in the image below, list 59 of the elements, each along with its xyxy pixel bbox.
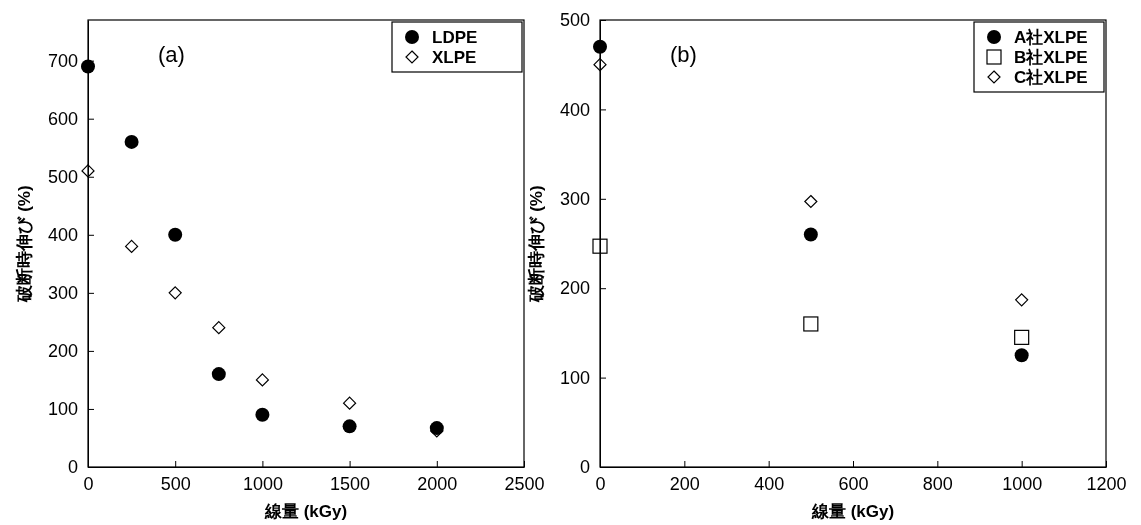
y-tick-label: 100 xyxy=(559,367,590,388)
point xyxy=(211,367,226,382)
point xyxy=(168,227,183,242)
y-axis-title: 破断時伸び (%) xyxy=(15,185,34,303)
point xyxy=(212,321,226,335)
x-tick-label: 0 xyxy=(595,473,606,494)
x-tick-label: 1200 xyxy=(1086,473,1127,494)
point xyxy=(803,227,818,242)
point xyxy=(1015,293,1029,307)
point xyxy=(592,238,608,254)
y-tick-label: 100 xyxy=(47,399,78,420)
x-axis-title: 線量 (kGy) xyxy=(810,502,895,521)
point xyxy=(168,286,182,300)
point xyxy=(255,407,270,422)
x-tick-label: 0 xyxy=(83,473,94,494)
legend-label: B社XLPE xyxy=(1014,48,1088,67)
point xyxy=(804,194,818,209)
point xyxy=(81,59,95,74)
y-tick-label: 500 xyxy=(559,10,590,31)
y-tick-label: 600 xyxy=(47,108,78,129)
point xyxy=(342,419,357,434)
x-tick-label: 1500 xyxy=(330,473,371,494)
annotation: (b) xyxy=(670,42,697,67)
point xyxy=(803,316,819,332)
y-tick-label: 500 xyxy=(47,167,78,187)
x-tick-label: 800 xyxy=(922,473,953,494)
point xyxy=(81,164,95,178)
y-tick-label: 400 xyxy=(47,225,78,246)
x-tick-label: 2500 xyxy=(504,473,545,494)
point xyxy=(343,396,357,410)
y-tick-label: 0 xyxy=(67,457,78,478)
x-tick-label: 400 xyxy=(754,473,785,494)
x-tick-label: 200 xyxy=(669,473,700,494)
point xyxy=(255,373,269,387)
point xyxy=(593,58,607,72)
y-tick-label: 400 xyxy=(559,99,590,120)
x-tick-label: 500 xyxy=(160,473,191,494)
x-tick-label: 1000 xyxy=(242,473,283,494)
point xyxy=(124,134,139,149)
legend-label: C社XLPE xyxy=(1014,68,1088,87)
point xyxy=(125,239,139,253)
legend-label: XLPE xyxy=(432,48,477,67)
y-tick-label: 200 xyxy=(559,278,590,299)
y-tick-label: 300 xyxy=(47,283,78,304)
x-tick-label: 2000 xyxy=(417,473,458,494)
x-tick-label: 1000 xyxy=(1002,473,1043,494)
y-axis-title: 破断時伸び (%) xyxy=(527,185,546,303)
legend-label: A社XLPE xyxy=(1014,28,1088,47)
legend-label: LDPE xyxy=(432,28,478,47)
y-tick-label: 300 xyxy=(559,189,590,210)
point xyxy=(1014,348,1029,363)
x-axis-title: 線量 (kGy) xyxy=(263,502,348,521)
y-tick-label: 200 xyxy=(47,341,78,362)
annotation: (a) xyxy=(158,42,185,67)
y-tick-label: 700 xyxy=(47,50,78,71)
x-tick-label: 600 xyxy=(838,473,869,494)
point xyxy=(1014,329,1030,345)
y-tick-label: 0 xyxy=(579,457,590,478)
point xyxy=(593,39,607,54)
